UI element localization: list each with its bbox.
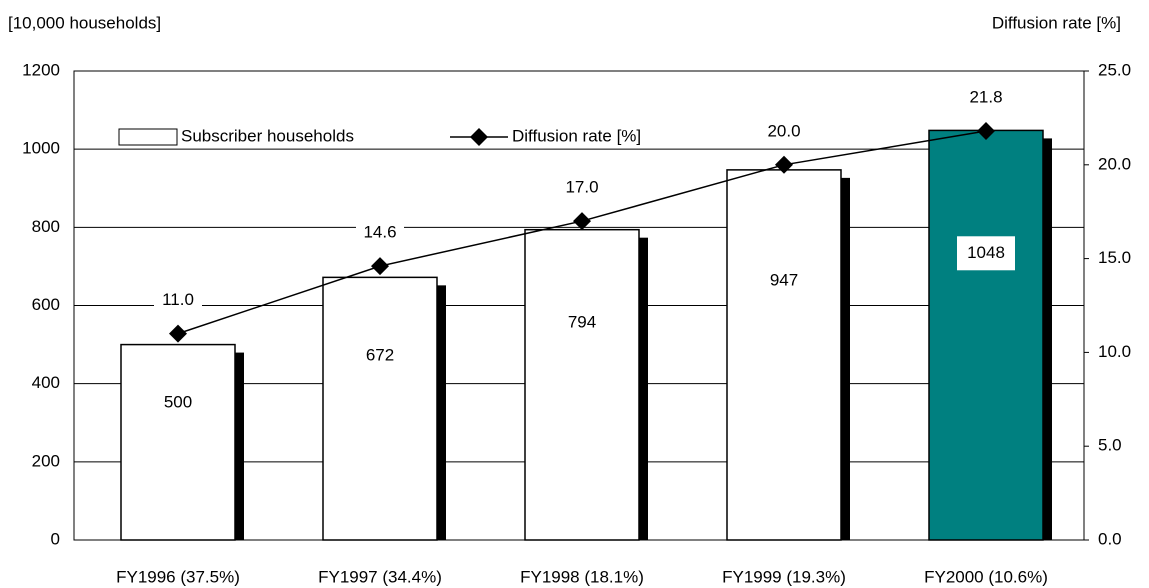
marker [169,324,187,343]
value-label-bg [154,288,202,313]
x-tick-label: FY1996 (37.5%) [116,567,240,586]
marker [775,155,793,174]
y2-tick-label: 25.0 [1098,60,1131,79]
bar-shadow [1043,138,1052,540]
bar-shadow [841,177,850,540]
value-label-bg [760,119,808,144]
y2-axis-label: Diffusion rate [%] [992,13,1121,32]
bar-shadow [639,237,648,540]
y2-tick-label: 10.0 [1098,342,1131,361]
value-label: 1048 [967,243,1005,262]
y2-tick-label: 15.0 [1098,248,1131,267]
value-label-bg [553,305,611,340]
y-tick-label: 1200 [22,60,60,79]
bar [928,129,1044,541]
y-tick-label: 400 [32,373,60,392]
value-label-bg [755,263,813,298]
x-tick-label: FY2000 (10.6%) [924,567,1048,586]
legend-swatch [118,128,178,146]
value-label-bg [558,176,606,201]
x-tick-label: FY1998 (18.1%) [520,567,644,586]
value-label: 20.0 [767,121,800,140]
bar [726,169,842,541]
value-label-bg [962,86,1010,111]
x-tick-label: FY1997 (34.4%) [318,567,442,586]
legend-label: Diffusion rate [%] [512,126,641,145]
bar-shadow [437,285,446,540]
value-label: 14.6 [363,223,396,242]
y-tick-label: 200 [32,451,60,470]
y-tick-label: 600 [32,295,60,314]
value-label: 500 [164,393,192,412]
y-tick-label: 0 [51,529,60,548]
y-tick-label: 800 [32,217,60,236]
legend-label: Subscriber households [181,126,354,145]
value-label: 21.8 [969,88,1002,107]
y2-tick-label: 20.0 [1098,154,1131,173]
value-label: 17.0 [565,178,598,197]
bar-shadow [235,352,244,540]
value-label: 794 [568,312,596,331]
value-label-bg [149,386,207,421]
y2-tick-label: 5.0 [1098,436,1122,455]
bar [524,228,640,541]
marker [573,212,591,231]
value-label-bg [351,339,409,374]
marker [371,257,389,276]
marker [977,122,995,141]
bar [322,276,438,541]
legend-marker [470,128,488,146]
value-label-bg [356,221,404,246]
y2-tick-label: 0.0 [1098,529,1122,548]
bar [120,343,236,541]
value-label-bg [957,236,1015,271]
y-tick-label: 1000 [22,139,60,158]
x-tick-label: FY1999 (19.3%) [722,567,846,586]
value-label: 947 [770,270,798,289]
y-axis-label: [10,000 households] [8,13,161,32]
value-label: 672 [366,346,394,365]
value-label: 11.0 [162,290,194,309]
